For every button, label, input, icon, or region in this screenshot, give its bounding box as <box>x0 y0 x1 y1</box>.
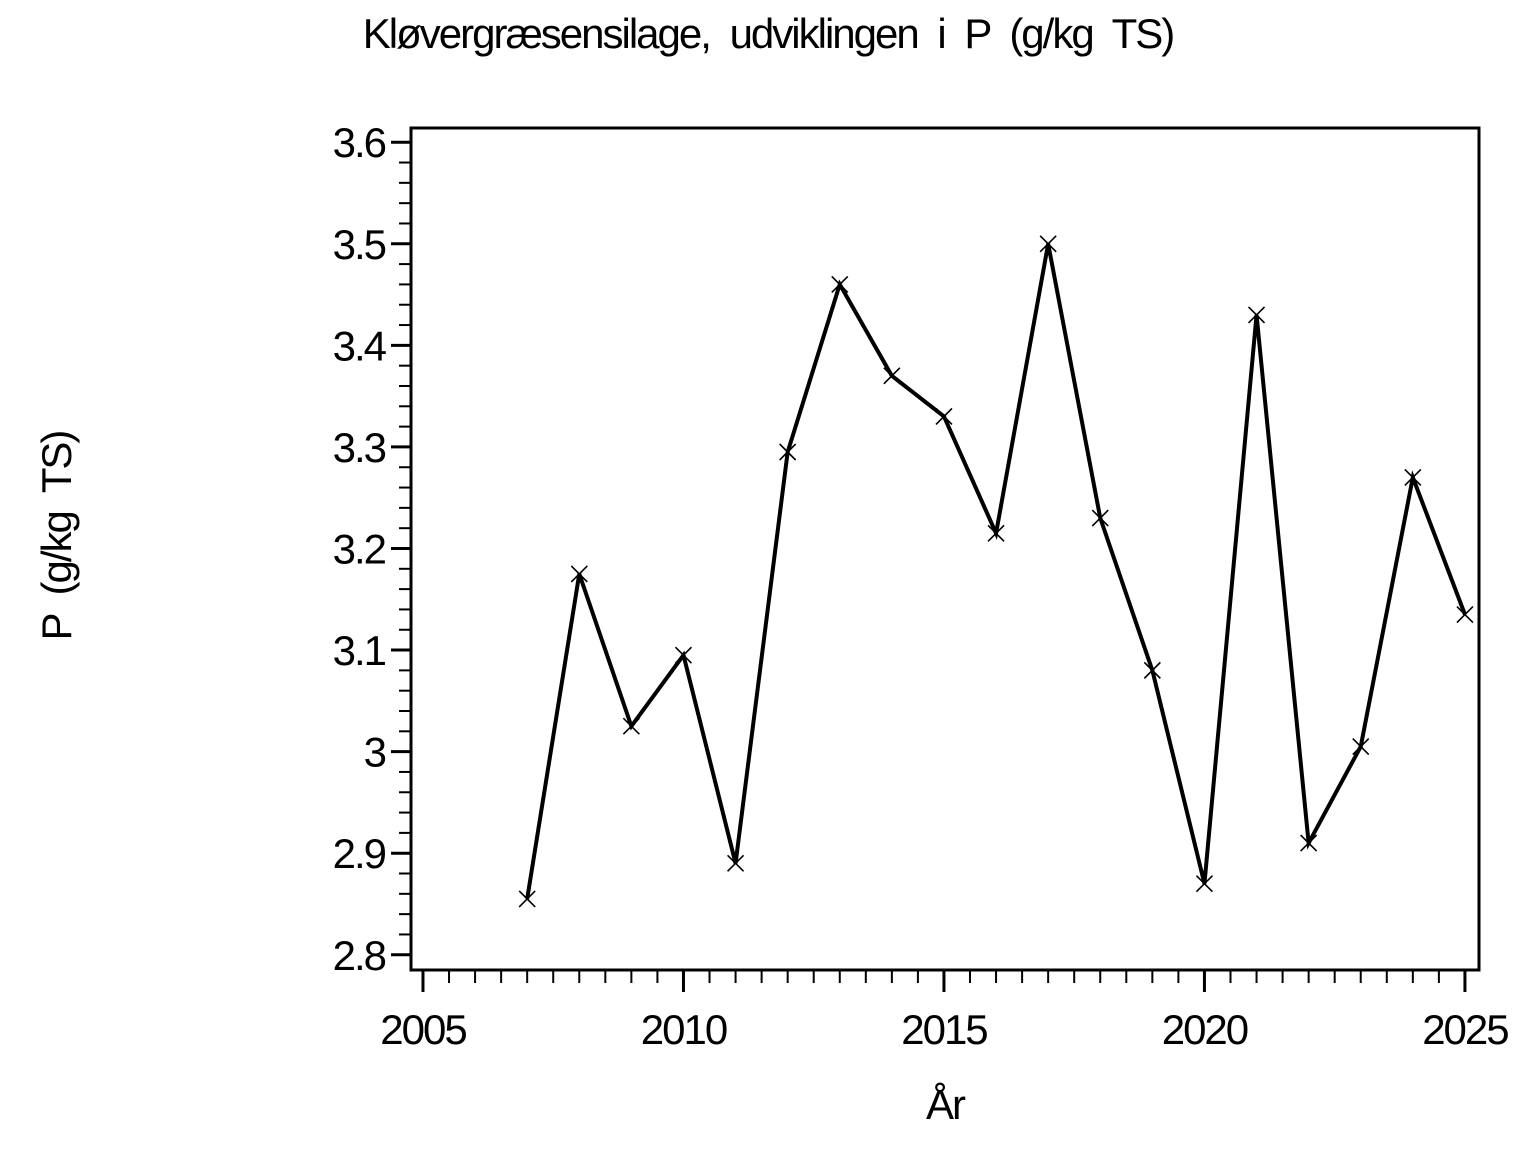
data-point-marker <box>518 890 536 908</box>
series-line <box>525 243 1467 900</box>
data-point-marker <box>1039 235 1057 253</box>
y-tick-label: 2.8 <box>333 932 386 979</box>
data-point-marker <box>1404 468 1422 486</box>
data-point-marker <box>1352 737 1370 756</box>
data-point-marker <box>987 524 1005 542</box>
x-tick-label: 2020 <box>1162 1006 1248 1053</box>
data-point-marker <box>1143 661 1161 679</box>
y-tick-label: 3.4 <box>333 322 387 369</box>
y-tick-label: 3 <box>364 729 386 776</box>
x-tick-label: 2005 <box>380 1006 466 1053</box>
chart-title: Kløvergræsensilage, udviklingen i P (g/k… <box>362 10 1176 57</box>
data-point-marker <box>1195 875 1214 893</box>
y-tick-label: 2.9 <box>333 830 386 877</box>
data-point-marker <box>727 854 745 872</box>
data-point-marker <box>883 367 901 385</box>
y-tick-label: 3.2 <box>333 525 386 572</box>
plot-frame <box>409 126 1481 972</box>
y-tick-label: 3.5 <box>333 221 386 268</box>
x-tick-label: 2010 <box>641 1006 727 1053</box>
data-point-marker <box>674 646 693 664</box>
data-point-marker <box>1091 509 1109 527</box>
x-tick-label: 2025 <box>1422 1006 1508 1053</box>
data-point-marker <box>1247 306 1266 324</box>
y-tick-label: 3.3 <box>333 424 386 471</box>
data-point-marker <box>779 443 797 461</box>
data-point-marker <box>570 565 588 583</box>
x-tick-label: 2015 <box>901 1006 987 1053</box>
data-point-marker <box>935 407 953 426</box>
data-point-marker <box>831 275 849 293</box>
data-point-marker <box>622 717 640 735</box>
y-tick-label: 3.1 <box>333 627 386 674</box>
data-point-marker <box>1456 605 1474 624</box>
y-tick-label: 3.6 <box>333 119 386 166</box>
data-point-marker <box>1300 834 1318 852</box>
x-axis-label: År <box>926 1081 966 1128</box>
